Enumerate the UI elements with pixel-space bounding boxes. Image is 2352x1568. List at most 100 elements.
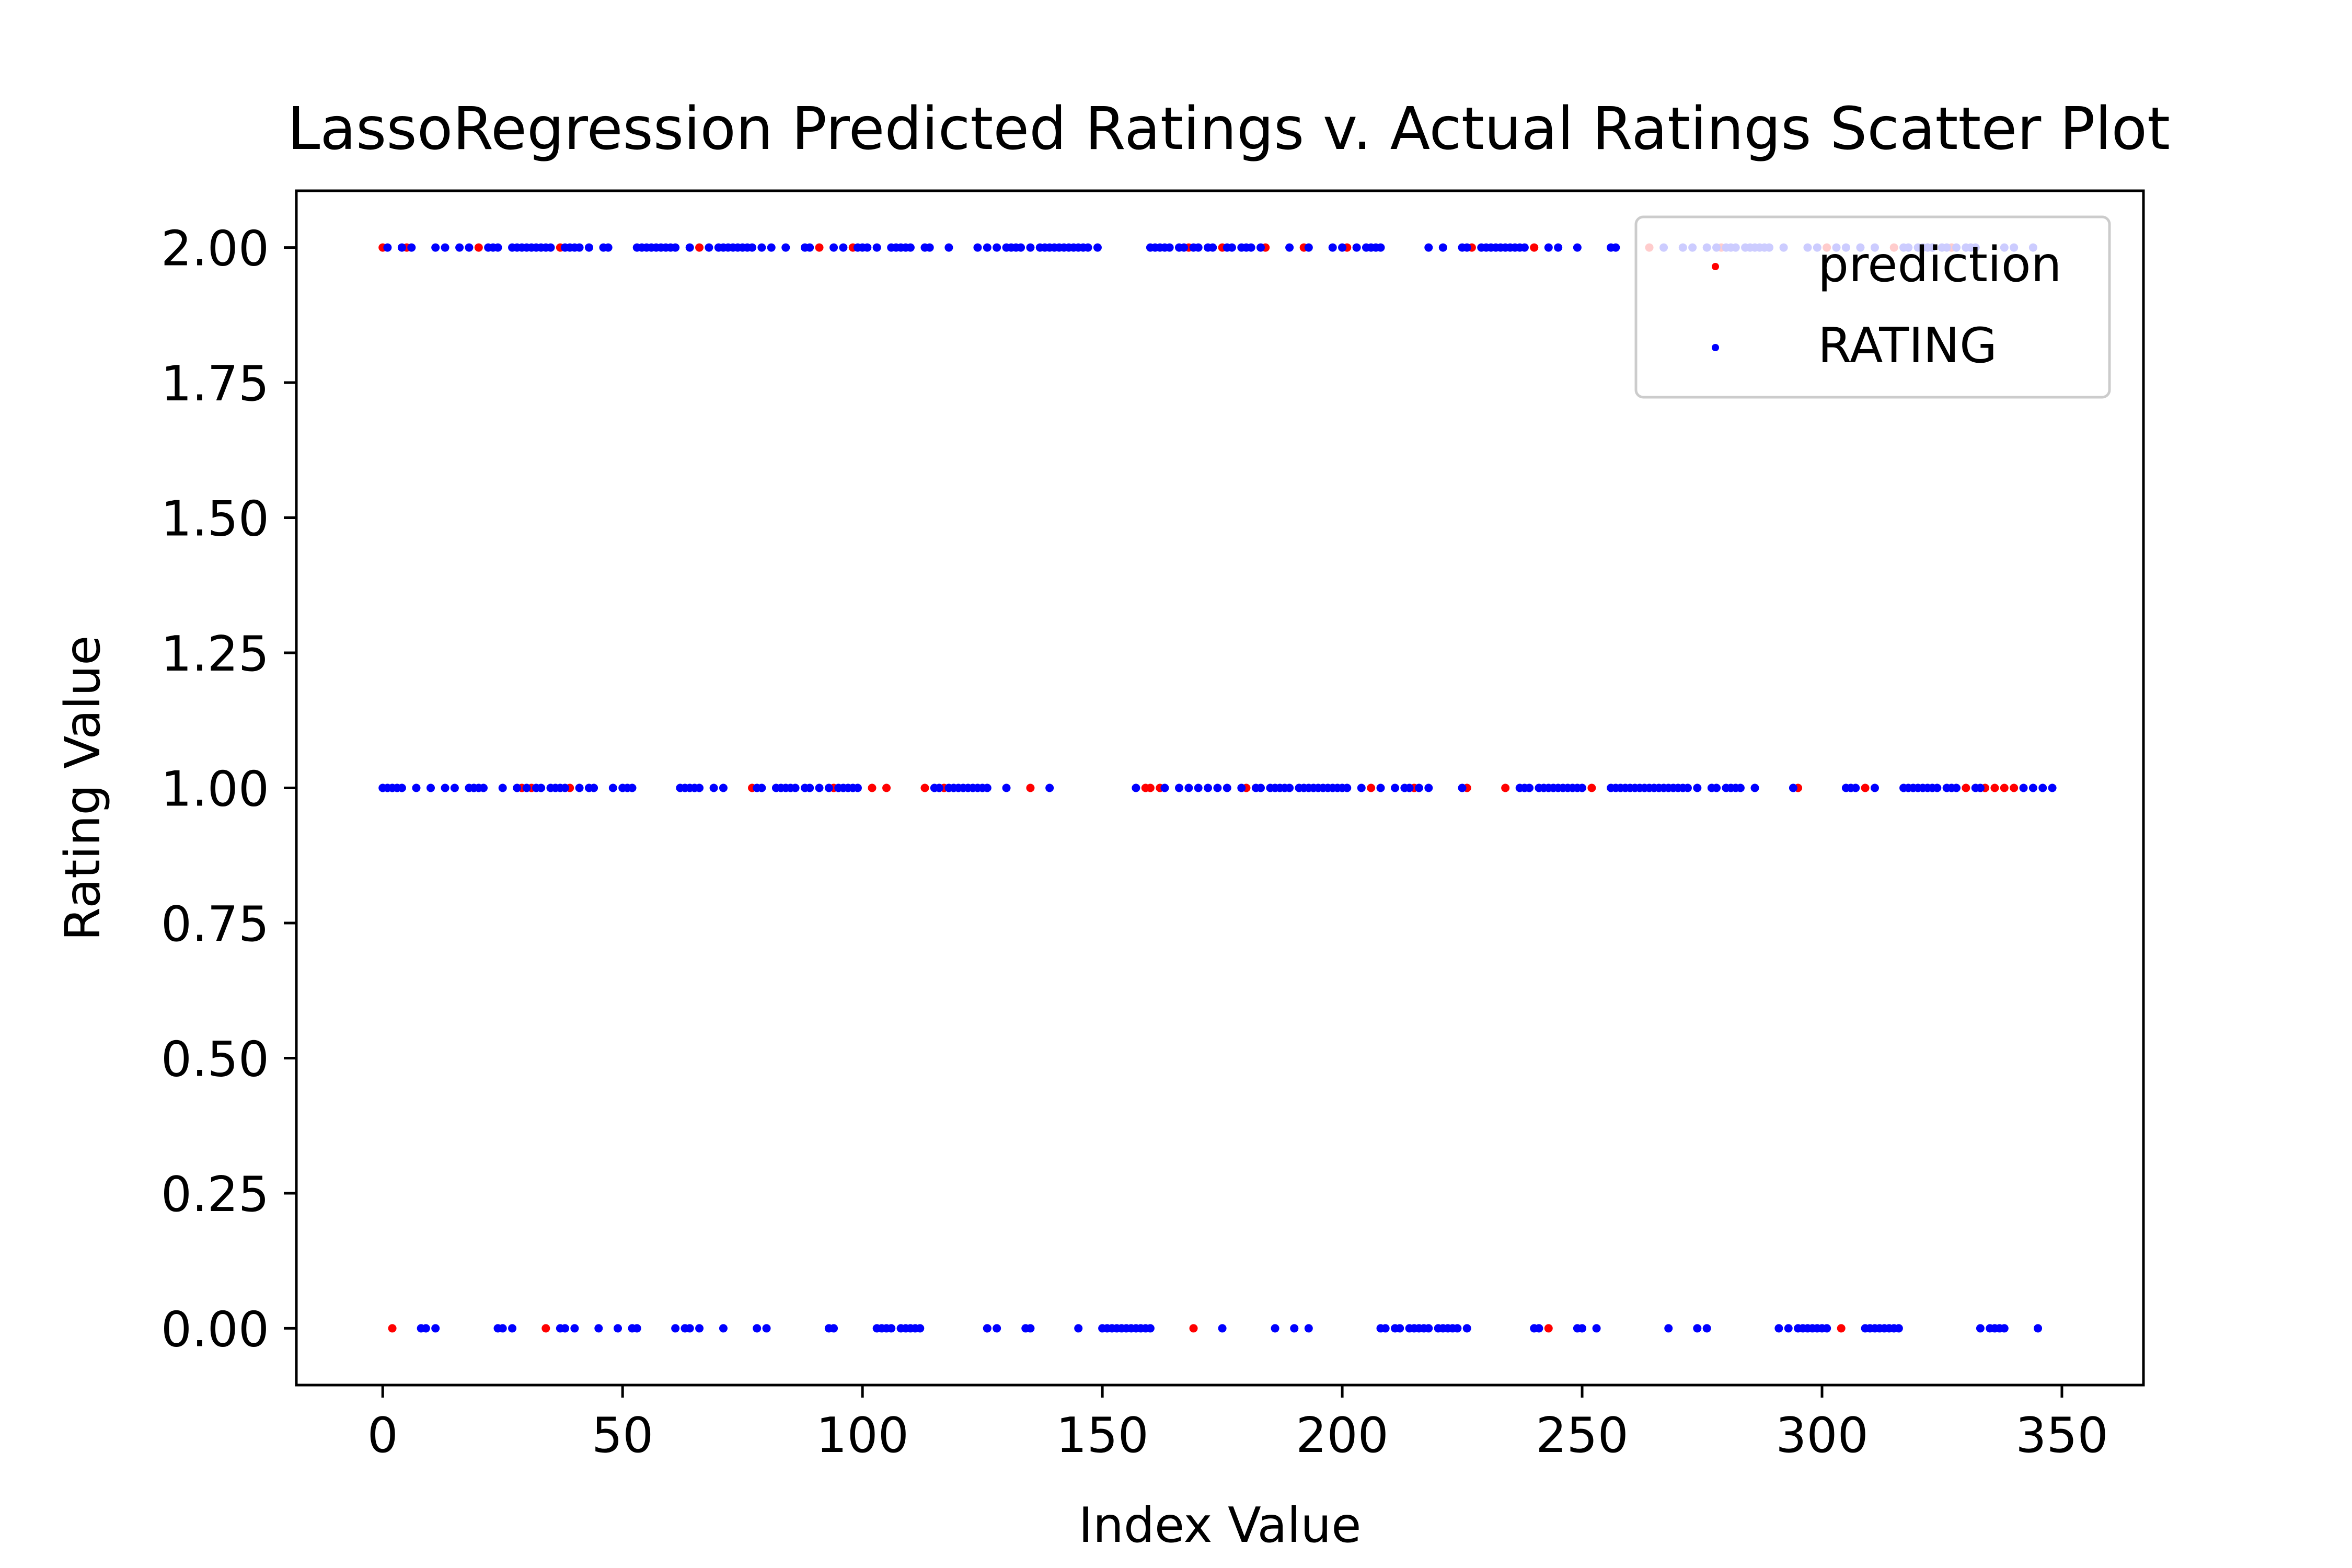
point-rating [1352,243,1361,252]
point-rating [1976,1324,1985,1333]
point-rating [632,1324,641,1333]
point-rating [513,783,522,792]
point-rating [762,1324,771,1333]
point-prediction [1530,243,1539,252]
y-tick-label: 0.00 [161,1301,269,1357]
point-rating [1784,1324,1793,1333]
point-rating [1414,783,1423,792]
point-rating [1376,783,1385,792]
point-prediction [1837,1324,1846,1333]
point-rating [1544,243,1553,252]
point-prediction [1146,783,1155,792]
point-rating [1204,783,1213,792]
point-rating [1611,243,1620,252]
point-prediction [1544,1324,1553,1333]
point-rating [1271,1324,1279,1333]
point-rating [537,783,546,792]
point-rating [993,1324,1001,1333]
x-axis-label: Index Value [1079,1497,1362,1553]
y-tick-label: 1.25 [161,626,269,682]
y-axis-ticks: 0.00 0.25 0.50 0.75 1.00 1.25 1.50 1.75 2.00 [161,221,296,1357]
point-prediction [868,783,877,792]
point-rating [441,243,449,252]
point-rating [614,1324,622,1333]
point-prediction [2010,783,2019,792]
point-rating [1208,243,1217,252]
point-rating [1376,243,1385,252]
point-rating [1750,783,1759,792]
point-rating [1976,783,1985,792]
point-rating [1592,1324,1601,1333]
point-rating [1683,783,1692,792]
point-rating [1424,1324,1433,1333]
point-rating [1789,783,1797,792]
y-tick-label: 1.75 [161,355,269,412]
point-rating [1381,1324,1390,1333]
point-rating [1664,1324,1673,1333]
point-rating [757,783,766,792]
point-rating [1180,243,1189,252]
y-tick-label: 0.25 [161,1166,269,1223]
point-rating [407,243,416,252]
point-rating [1338,243,1347,252]
point-rating [1184,783,1193,792]
point-rating [498,783,507,792]
point-rating [450,783,459,792]
point-rating [2028,783,2037,792]
point-rating [1774,1324,1783,1333]
point-rating [1424,243,1433,252]
point-prediction [1501,783,1510,792]
point-rating [575,243,584,252]
point-rating [608,783,617,792]
x-tick-label: 100 [816,1407,909,1463]
point-rating [983,783,991,792]
point-rating [1405,783,1414,792]
point-rating [1343,783,1352,792]
point-rating [1438,243,1447,252]
point-rating [1017,243,1025,252]
point-rating [465,243,474,252]
point-rating [1458,783,1467,792]
x-tick-label: 200 [1296,1407,1389,1463]
point-rating [594,1324,603,1333]
point-prediction [815,243,824,252]
point-rating [1165,243,1174,252]
point-rating [719,1324,728,1333]
point-rating [671,243,680,252]
point-rating [1578,1324,1587,1333]
point-rating [1391,783,1400,792]
point-rating [753,1324,762,1333]
point-rating [1933,783,1942,792]
y-tick-label: 1.50 [161,491,269,547]
point-prediction [1367,783,1376,792]
point-rating [1026,1324,1035,1333]
y-tick-label: 1.00 [161,761,269,817]
point-rating [604,243,613,252]
point-rating [508,1324,517,1333]
point-rating [916,1324,925,1333]
point-rating [791,783,800,792]
point-rating [935,783,944,792]
point-rating [493,243,502,252]
point-rating [570,1324,579,1333]
point-rating [431,243,440,252]
point-prediction [2000,783,2009,792]
point-rating [2038,783,2047,792]
point-rating [695,1324,704,1333]
point-rating [925,243,934,252]
point-rating [1870,783,1879,792]
point-rating [1045,783,1054,792]
point-rating [695,783,704,792]
point-rating [872,243,881,252]
y-axis-label: Rating Value [54,636,111,941]
point-prediction [388,1324,397,1333]
point-prediction [882,783,891,792]
point-rating [2019,783,2028,792]
point-rating [685,1324,694,1333]
point-rating [1194,243,1203,252]
point-rating [1328,243,1337,252]
x-tick-label: 250 [1536,1407,1629,1463]
point-rating [1304,243,1313,252]
legend: prediction RATING [1634,215,2111,399]
